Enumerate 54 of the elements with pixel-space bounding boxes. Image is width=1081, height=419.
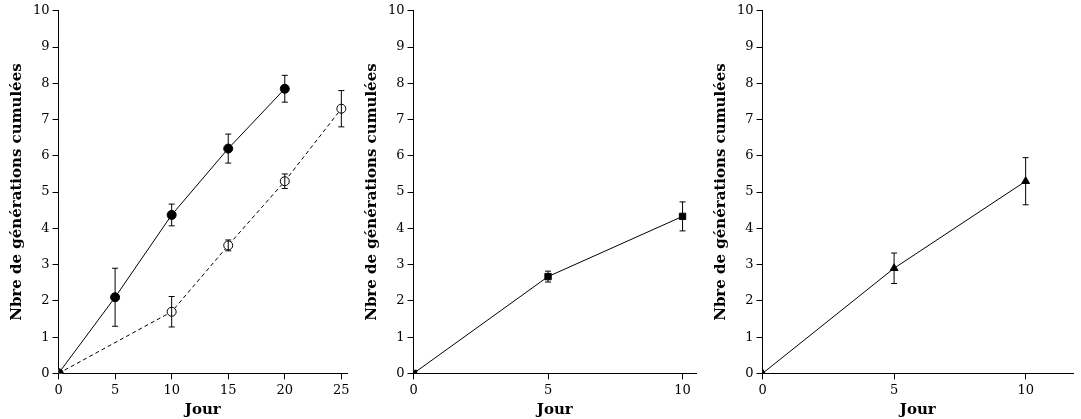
y-tick-label: 10: [388, 2, 405, 18]
y-axis-title: Nbre de générations cumulées: [6, 63, 25, 321]
x-axis-title: Jour: [182, 399, 222, 418]
point: [223, 143, 234, 154]
y-tick-label: 10: [33, 2, 50, 18]
y-tick-label: 6: [41, 147, 50, 163]
y-tick-label: 8: [41, 74, 50, 90]
y-tick-label: 9: [396, 38, 405, 54]
point: [279, 83, 290, 94]
x-tick-label: 0: [758, 381, 767, 397]
y-tick-label: 6: [745, 147, 754, 163]
y-tick-label: 5: [41, 183, 50, 199]
x-tick-label: 15: [219, 381, 237, 397]
x-tick-label: 25: [333, 381, 350, 397]
y-tick-label: 7: [745, 110, 754, 126]
y-tick-label: 3: [396, 255, 405, 271]
y-tick-label: 4: [396, 219, 405, 235]
x-tick-label: 10: [674, 381, 691, 397]
x-axis-title: Jour: [534, 399, 574, 418]
y-tick-label: 6: [396, 147, 405, 163]
x-tick-label: 0: [409, 381, 418, 397]
x-axis-title: Jour: [897, 399, 937, 418]
x-tick-label: 0: [54, 381, 63, 397]
y-tick-label: 5: [745, 183, 754, 199]
y-tick-label: 5: [396, 183, 405, 199]
x-tick-label: 5: [110, 381, 120, 397]
y-tick-label: 1: [41, 328, 50, 344]
y-tick-label: 7: [41, 110, 50, 126]
x-tick-label: 5: [543, 381, 553, 397]
y-tick-label: 0: [745, 364, 754, 380]
y-tick-label: 8: [745, 74, 754, 90]
y-tick-label: 2: [396, 292, 405, 308]
y-tick-label: 2: [745, 292, 754, 308]
y-tick-label: 4: [41, 219, 50, 235]
y-tick-label: 0: [41, 364, 50, 380]
x-tick-label: 10: [163, 381, 180, 397]
y-tick-label: 3: [41, 255, 50, 271]
y-tick-label: 9: [41, 38, 50, 54]
y-tick-label: 9: [745, 38, 754, 54]
point: [166, 209, 177, 220]
y-tick-label: 2: [41, 292, 50, 308]
y-axis-title: Nbre de générations cumulées: [361, 63, 380, 321]
y-axis-title: Nbre de générations cumulées: [710, 63, 729, 321]
y-tick-label: 0: [396, 364, 405, 380]
y-tick-label: 3: [745, 255, 754, 271]
y-tick-label: 1: [396, 328, 405, 344]
x-tick-label: 5: [889, 381, 899, 397]
y-tick-label: 1: [745, 328, 754, 344]
y-tick-label: 7: [396, 110, 405, 126]
x-tick-label: 10: [1017, 381, 1034, 397]
y-tick-label: 4: [745, 219, 754, 235]
y-tick-label: 10: [737, 2, 754, 18]
x-tick-label: 20: [276, 381, 294, 397]
y-tick-label: 8: [396, 74, 405, 90]
